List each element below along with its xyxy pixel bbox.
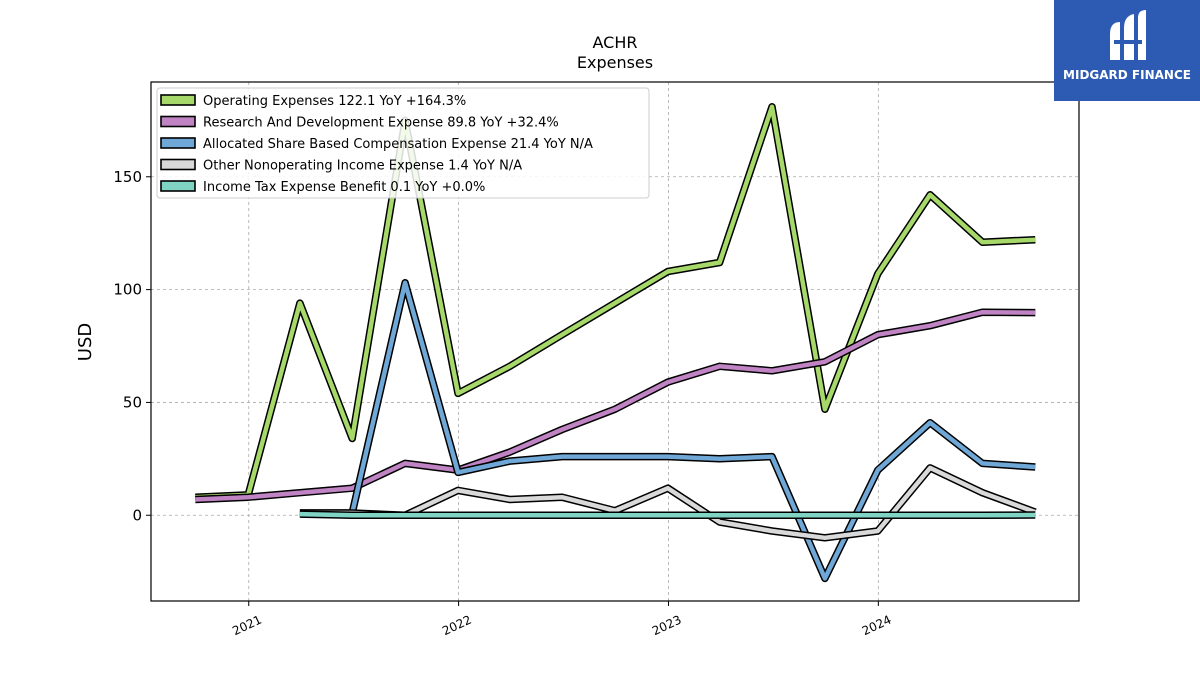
legend-entry: Allocated Share Based Compensation Expen… [203,137,593,152]
legend-swatch [160,115,196,128]
series-line-outline [195,308,1036,504]
series-line [299,280,1036,581]
chart-title: ACHR [593,33,638,52]
series-line [299,465,1037,541]
series-4 [299,464,1037,542]
logo-text: MIDGARD FINANCE [1063,68,1191,82]
legend-box [156,87,650,199]
x-tick-label: 2022 [440,613,474,639]
midgard-finance-logo: MIDGARD FINANCE [1054,0,1200,101]
series-5 [299,510,1036,520]
logo-mark-icon [1110,10,1146,60]
series-line [195,104,1036,500]
legend-entry: Research And Development Expense 89.8 Yo… [203,116,559,131]
series-1 [195,103,1036,501]
x-tick-label: 2024 [860,613,894,639]
legend-swatch [160,158,196,171]
legend-swatch [160,94,196,106]
legend: Operating Expenses 122.1 YoY +164.3% Rese… [156,87,650,199]
x-tick-label: 2021 [230,613,264,639]
legend-swatch [160,137,196,149]
x-tick-label: 2023 [650,613,684,639]
y-tick-label: 100 [113,281,142,299]
series-line [195,309,1036,502]
series-line [299,511,1036,518]
series-3 [299,279,1036,583]
series-layer [195,103,1037,583]
legend-entry: Operating Expenses 122.1 YoY +164.3% [203,94,466,109]
legend-entry: Other Nonoperating Income Expense 1.4 Yo… [203,159,522,174]
y-tick-label: 0 [132,506,142,524]
series-2 [195,308,1036,504]
legend-swatch [160,180,196,192]
y-tick-label: 150 [113,168,142,186]
plot-frame [150,81,1080,602]
y-tick-label: 50 [123,393,142,411]
chart-subtitle: Expenses [577,53,653,72]
axis-ticks: 2021 2022 2023 2024 0 50 100 150 [113,168,893,638]
series-line-outline [299,464,1037,542]
y-axis-label: USD [75,323,96,361]
legend-entry: Income Tax Expense Benefit 0.1 YoY +0.0% [203,180,485,195]
